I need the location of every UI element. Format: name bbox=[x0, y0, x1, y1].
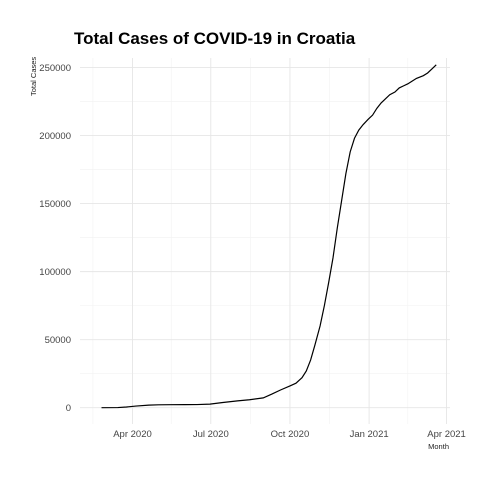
y-tick-label-3: 150000 bbox=[39, 199, 71, 210]
y-tick-label-1: 50000 bbox=[45, 335, 71, 346]
series-layer bbox=[101, 64, 437, 409]
x-tick-label-1: Jul 2020 bbox=[193, 429, 229, 440]
y-axis-ticks: 0 50000 100000 150000 200000 250000 bbox=[39, 63, 71, 414]
x-tick-label-4: Apr 2021 bbox=[427, 429, 466, 440]
series-line-0 bbox=[101, 64, 437, 409]
x-tick-label-2: Oct 2020 bbox=[271, 429, 310, 440]
y-tick-label-0: 0 bbox=[66, 403, 71, 414]
x-axis-ticks: Apr 2020 Jul 2020 Oct 2020 Jan 2021 Apr 2021 bbox=[113, 429, 466, 440]
y-tick-label-2: 100000 bbox=[39, 267, 71, 278]
major-gridlines bbox=[80, 58, 450, 424]
chart-title: Total Cases of COVID-19 in Croatia bbox=[74, 29, 356, 48]
y-tick-label-5: 250000 bbox=[39, 63, 71, 74]
x-axis-title: Month bbox=[428, 442, 449, 451]
y-axis-title: Total Cases bbox=[29, 57, 38, 96]
x-tick-label-0: Apr 2020 bbox=[113, 429, 152, 440]
minor-gridlines bbox=[80, 58, 450, 424]
y-tick-label-4: 200000 bbox=[39, 131, 71, 142]
x-tick-label-3: Jan 2021 bbox=[350, 429, 389, 440]
